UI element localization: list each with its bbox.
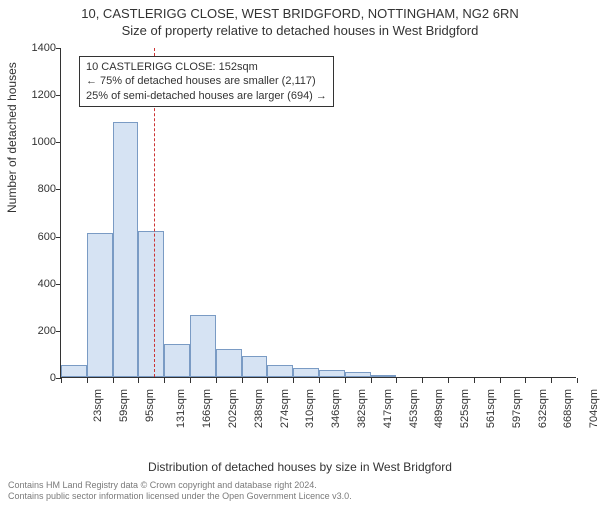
chart-area: 020040060080010001200140023sqm59sqm95sqm… bbox=[60, 48, 576, 412]
footer-line1: Contains HM Land Registry data © Crown c… bbox=[8, 480, 352, 491]
y-axis-label: Number of detached houses bbox=[5, 62, 19, 213]
x-tick-label: 382sqm bbox=[356, 389, 368, 428]
y-tick-label: 1000 bbox=[26, 136, 56, 148]
y-tick-label: 1400 bbox=[26, 42, 56, 54]
y-tick-mark bbox=[56, 284, 61, 285]
x-tick-label: 704sqm bbox=[588, 389, 600, 428]
annotation-line3: 25% of semi-detached houses are larger (… bbox=[86, 89, 327, 103]
y-tick-mark bbox=[56, 189, 61, 190]
plot-area: 020040060080010001200140023sqm59sqm95sqm… bbox=[60, 48, 576, 378]
x-tick-label: 131sqm bbox=[176, 389, 188, 428]
chart-title-sub: Size of property relative to detached ho… bbox=[0, 23, 600, 38]
x-axis-label: Distribution of detached houses by size … bbox=[0, 460, 600, 474]
x-tick-label: 238sqm bbox=[253, 389, 265, 428]
y-tick-label: 1200 bbox=[26, 89, 56, 101]
histogram-bar bbox=[164, 344, 190, 377]
annotation-box: 10 CASTLERIGG CLOSE: 152sqm← 75% of deta… bbox=[79, 56, 334, 107]
x-tick-label: 525sqm bbox=[459, 389, 471, 428]
annotation-line2: ← 75% of detached houses are smaller (2,… bbox=[86, 74, 327, 88]
x-tick-label: 202sqm bbox=[227, 389, 239, 428]
histogram-bar bbox=[242, 356, 268, 377]
y-tick-mark bbox=[56, 48, 61, 49]
x-tick-label: 274sqm bbox=[279, 389, 291, 428]
histogram-bar bbox=[190, 315, 216, 377]
x-tick-label: 310sqm bbox=[305, 389, 317, 428]
footer-line2: Contains public sector information licen… bbox=[8, 491, 352, 502]
annotation-line1: 10 CASTLERIGG CLOSE: 152sqm bbox=[86, 60, 327, 74]
x-tick-label: 95sqm bbox=[144, 389, 156, 422]
x-tick-label: 668sqm bbox=[563, 389, 575, 428]
x-tick-mark bbox=[551, 378, 552, 383]
histogram-bar bbox=[87, 233, 113, 377]
x-tick-mark bbox=[216, 378, 217, 383]
x-tick-label: 489sqm bbox=[434, 389, 446, 428]
histogram-bar bbox=[345, 372, 371, 377]
x-tick-label: 166sqm bbox=[201, 389, 213, 428]
y-tick-label: 400 bbox=[26, 278, 56, 290]
x-tick-label: 346sqm bbox=[330, 389, 342, 428]
histogram-bar bbox=[371, 375, 397, 377]
y-tick-label: 200 bbox=[26, 325, 56, 337]
x-tick-mark bbox=[164, 378, 165, 383]
y-tick-mark bbox=[56, 331, 61, 332]
x-tick-mark bbox=[267, 378, 268, 383]
x-tick-mark bbox=[525, 378, 526, 383]
chart-title-main: 10, CASTLERIGG CLOSE, WEST BRIDGFORD, NO… bbox=[0, 6, 600, 21]
histogram-bar bbox=[138, 231, 164, 377]
y-tick-mark bbox=[56, 237, 61, 238]
x-tick-mark bbox=[500, 378, 501, 383]
histogram-bar bbox=[216, 349, 242, 377]
y-tick-label: 800 bbox=[26, 183, 56, 195]
x-tick-mark bbox=[87, 378, 88, 383]
x-tick-mark bbox=[345, 378, 346, 383]
y-tick-mark bbox=[56, 95, 61, 96]
x-tick-mark bbox=[113, 378, 114, 383]
y-tick-mark bbox=[56, 142, 61, 143]
histogram-bar bbox=[293, 368, 319, 377]
x-tick-mark bbox=[319, 378, 320, 383]
histogram-bar bbox=[61, 365, 87, 377]
histogram-bar bbox=[113, 122, 139, 377]
x-tick-mark bbox=[448, 378, 449, 383]
x-tick-label: 59sqm bbox=[118, 389, 130, 422]
x-tick-mark bbox=[61, 378, 62, 383]
x-tick-mark bbox=[371, 378, 372, 383]
x-tick-label: 561sqm bbox=[485, 389, 497, 428]
x-tick-mark bbox=[138, 378, 139, 383]
y-tick-label: 0 bbox=[26, 372, 56, 384]
x-tick-mark bbox=[422, 378, 423, 383]
x-tick-mark bbox=[474, 378, 475, 383]
x-tick-mark bbox=[293, 378, 294, 383]
histogram-bar bbox=[319, 370, 345, 377]
x-tick-label: 632sqm bbox=[537, 389, 549, 428]
x-tick-label: 417sqm bbox=[382, 389, 394, 428]
histogram-bar bbox=[267, 365, 293, 377]
x-tick-mark bbox=[396, 378, 397, 383]
x-tick-label: 597sqm bbox=[511, 389, 523, 428]
footer-attribution: Contains HM Land Registry data © Crown c… bbox=[8, 480, 352, 502]
x-tick-mark bbox=[190, 378, 191, 383]
x-tick-label: 23sqm bbox=[92, 389, 104, 422]
x-tick-label: 453sqm bbox=[408, 389, 420, 428]
y-tick-label: 600 bbox=[26, 231, 56, 243]
x-tick-mark bbox=[242, 378, 243, 383]
x-tick-mark bbox=[577, 378, 578, 383]
